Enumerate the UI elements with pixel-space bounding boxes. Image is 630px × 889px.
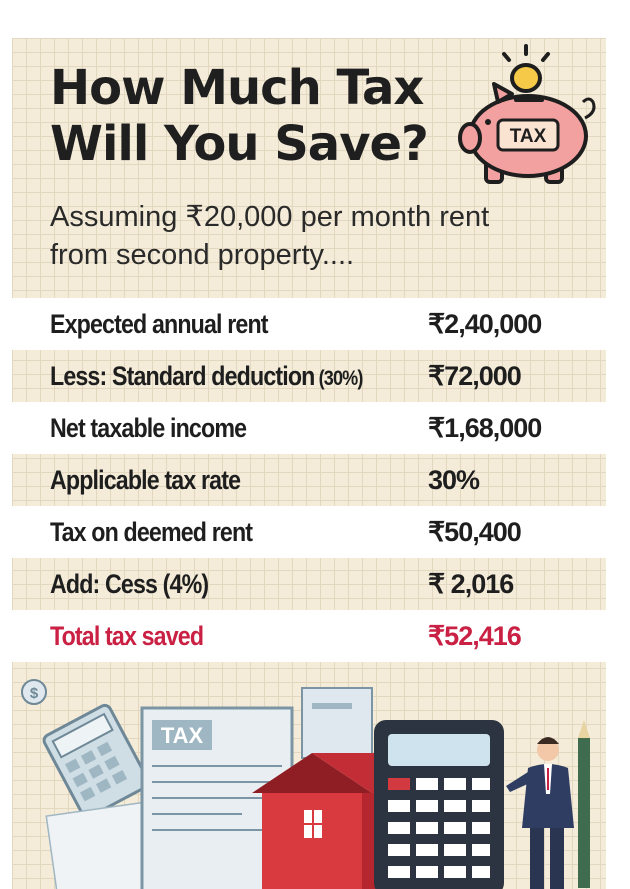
row-label: Tax on deemed rent	[50, 517, 253, 547]
row-value: ₹ 2,016	[428, 569, 514, 599]
businessman-icon	[506, 737, 574, 889]
calculator-icon	[42, 703, 150, 819]
table-row: Less: Standard deduction (30%) ₹72,000	[12, 350, 606, 402]
tax-illustration: $ TAX	[21, 679, 590, 889]
subtitle: Assuming ₹20,000 per month rent from sec…	[50, 198, 489, 274]
table-row: Add: Cess (4%) ₹ 2,016	[12, 558, 606, 610]
row-label: Add: Cess (4%)	[50, 569, 209, 599]
row-label-text: Less: Standard deduction	[50, 361, 315, 391]
coin-icon	[510, 63, 542, 93]
total-label: Total tax saved	[50, 621, 204, 651]
row-value: ₹50,400	[428, 517, 522, 547]
title-line-2: Will You Save?	[50, 116, 429, 172]
form-label: TAX	[161, 723, 204, 748]
svg-text:$: $	[30, 685, 39, 702]
row-value: ₹2,40,000	[428, 309, 542, 339]
table-row: Applicable tax rate 30%	[12, 454, 606, 506]
row-value: 30%	[428, 465, 480, 495]
table-row-total: Total tax saved ₹52,416	[12, 610, 606, 662]
table-row: Net taxable income ₹1,68,000	[12, 402, 606, 454]
row-label: Expected annual rent	[50, 309, 269, 339]
calculator-icon	[374, 720, 504, 889]
piggy-bank-icon: TAX	[458, 44, 596, 184]
subtitle-line-1: Assuming ₹20,000 per month rent	[50, 201, 490, 233]
infographic-card: How Much Tax Will You Save? TAX Assuming…	[12, 38, 606, 889]
total-value: ₹52,416	[428, 621, 522, 651]
title-line-1: How Much Tax	[50, 60, 424, 116]
row-value: ₹72,000	[428, 361, 522, 391]
piggy-label: TAX	[510, 126, 547, 147]
table-row: Tax on deemed rent ₹50,400	[12, 506, 606, 558]
row-label: Less: Standard deduction (30%)	[50, 359, 363, 396]
page-title: How Much Tax Will You Save?	[50, 60, 429, 172]
coin-icon: $	[21, 679, 47, 705]
row-label-percent: (30%)	[314, 367, 364, 390]
row-label: Net taxable income	[50, 413, 247, 443]
table-row: Expected annual rent ₹2,40,000	[12, 298, 606, 350]
row-value: ₹1,68,000	[428, 413, 542, 443]
row-label: Applicable tax rate	[50, 465, 241, 495]
pencil-icon	[578, 720, 590, 888]
subtitle-line-2: from second property....	[50, 239, 355, 271]
tax-table: Expected annual rent ₹2,40,000 Less: Sta…	[12, 298, 606, 662]
